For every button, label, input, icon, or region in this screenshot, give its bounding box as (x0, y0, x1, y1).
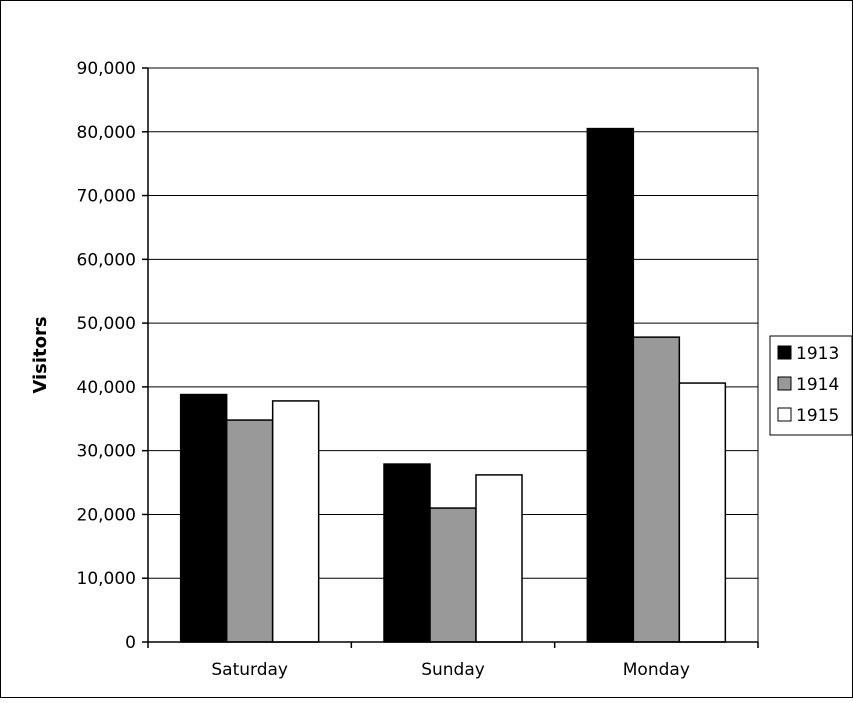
legend: 1913 1914 1915 (769, 335, 853, 436)
y-tick-label: 80,000 (77, 123, 136, 143)
bar-saturday-1915 (271, 400, 320, 643)
x-tick-label: Saturday (211, 660, 288, 680)
bar-monday-1915 (678, 382, 727, 643)
y-tick-label: 60,000 (77, 250, 136, 270)
legend-swatch-1914 (777, 376, 792, 391)
legend-label-1914: 1914 (796, 375, 839, 395)
y-tick-label: 40,000 (77, 378, 136, 398)
legend-swatch-1915 (777, 407, 792, 422)
y-axis-title: Visitors (30, 316, 51, 393)
y-tick-label: 70,000 (77, 187, 136, 207)
y-tick-label: 50,000 (77, 314, 136, 334)
y-tick-label: 30,000 (77, 442, 136, 462)
bar-sunday-1915 (475, 474, 523, 643)
y-tick-label: 20,000 (77, 505, 136, 525)
legend-label-1915: 1915 (796, 406, 839, 426)
bar-sunday-1913 (383, 463, 431, 643)
x-tick-label: Monday (623, 660, 690, 680)
bar-monday-1913 (586, 127, 635, 643)
legend-swatch-1913 (777, 345, 792, 360)
y-tick-label: 0 (125, 633, 136, 653)
bar-saturday-1913 (179, 393, 228, 643)
y-tick-label: 10,000 (77, 569, 136, 589)
bar-sunday-1914 (429, 507, 477, 643)
bar-monday-1914 (632, 336, 681, 643)
y-tick-label: 90,000 (77, 59, 136, 79)
bar-saturday-1914 (225, 419, 274, 643)
legend-label-1913: 1913 (796, 344, 839, 364)
plot-border (147, 67, 759, 643)
x-tick-label: Sunday (421, 660, 485, 680)
